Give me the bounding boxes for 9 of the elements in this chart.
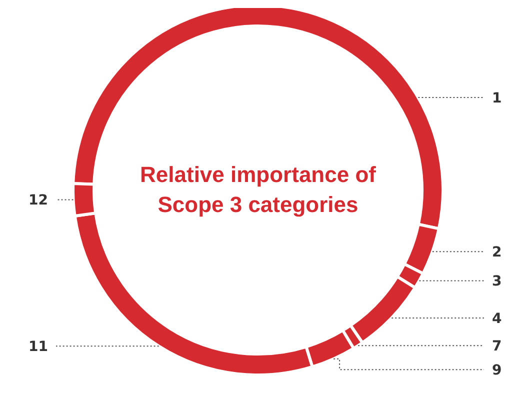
slice-label: 1 — [492, 90, 502, 106]
slice-label: 11 — [28, 339, 48, 356]
slice-label: 7 — [492, 338, 502, 355]
slice-label: 9 — [492, 362, 502, 379]
slice-label: 4 — [492, 310, 502, 327]
slice-label: 12 — [28, 192, 48, 209]
slice-label: 3 — [492, 274, 502, 290]
slice-label: 2 — [492, 244, 502, 261]
text: Relative importance of Scope 3 categories — [139, 161, 377, 219]
